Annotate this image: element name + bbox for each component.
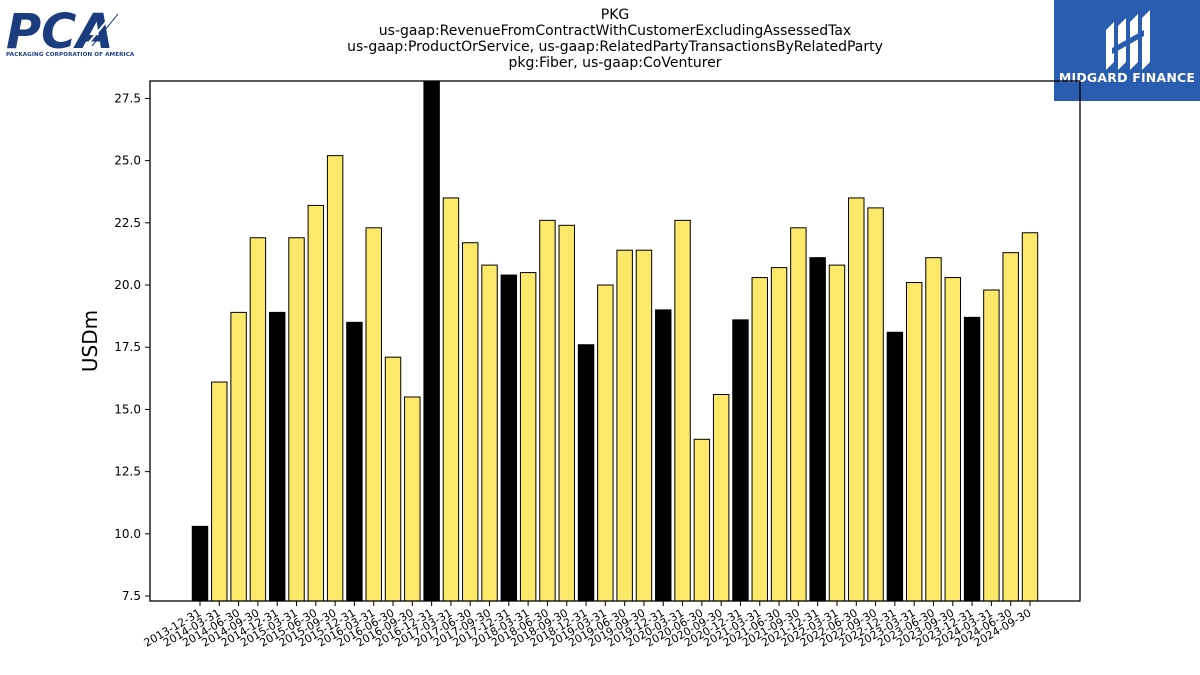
bar-2021-06-30 (770, 267, 788, 602)
y-tick-label: 7.5 (122, 589, 141, 603)
pca-logo-mark: PCA (6, 4, 119, 60)
bar-2024-03-31 (983, 289, 1000, 602)
bar-2019-03-31 (597, 284, 614, 602)
y-tick-label: 25.0 (114, 154, 141, 168)
bar-2020-06-30 (693, 438, 711, 602)
bar-2019-09-30 (635, 249, 653, 602)
bar-2023-03-31 (905, 282, 923, 602)
bar-2016-12-31 (423, 80, 440, 602)
bar-2023-12-31 (963, 316, 981, 602)
chart-title-line: us-gaap:RevenueFromContractWithCustomerE… (378, 23, 852, 39)
bar-2018-06-30 (539, 219, 556, 602)
bar-2019-06-30 (616, 249, 633, 602)
bar-2020-12-31 (732, 319, 749, 602)
bars-group (191, 80, 1039, 602)
y-tick-label: 17.5 (114, 340, 141, 354)
bar-2015-09-30 (326, 155, 344, 602)
bar-2018-09-30 (558, 224, 575, 602)
bar-2017-06-30 (462, 242, 479, 602)
bar-2015-03-31 (288, 237, 305, 602)
bar-2023-09-30 (944, 277, 962, 602)
pca-logo-subtext: PACKAGING CORPORATION OF AMERICA (6, 52, 135, 58)
bar-2017-12-31 (500, 274, 518, 602)
bar-2015-06-30 (307, 204, 325, 602)
bar-2013-12-31 (191, 525, 209, 602)
y-tick-label: 22.5 (114, 216, 141, 230)
y-tick-label: 20.0 (114, 278, 141, 292)
bar-2018-12-31 (577, 344, 595, 602)
bar-2022-09-30 (867, 207, 884, 602)
bar-2022-06-30 (848, 197, 865, 602)
midgard-finance-logo: MIDGARD FINANCE (1054, 0, 1200, 101)
bar-2019-12-31 (655, 309, 672, 602)
chart-title-line: PKG (600, 7, 630, 23)
bar-2016-09-30 (404, 396, 421, 602)
pca-logo: PCA PACKAGING CORPORATION OF AMERICA (6, 4, 135, 62)
y-tick-label: 10.0 (114, 527, 141, 541)
chart-title-line: pkg:Fiber, us-gaap:CoVenturer (508, 55, 722, 71)
bar-2016-03-31 (365, 227, 382, 602)
bar-2024-06-30 (1002, 252, 1019, 602)
bar-2023-06-30 (925, 257, 942, 602)
bar-2018-03-31 (519, 272, 537, 602)
bar-2016-06-30 (384, 356, 402, 602)
pca-logo-text: PCA (6, 6, 114, 52)
plot-frame (149, 80, 1081, 602)
bar-2022-12-31 (886, 331, 904, 602)
bar-2017-09-30 (481, 264, 498, 602)
y-tick-label: 12.5 (114, 465, 141, 479)
bar-2024-09-30 (1021, 232, 1039, 602)
x-axis-ticks: 2013-12-312014-03-312014-06-302014-09-30… (142, 601, 1034, 650)
bar-2021-03-31 (751, 277, 768, 602)
y-tick-label: 15.0 (114, 402, 141, 416)
bar-2014-09-30 (249, 237, 267, 602)
midgard-logo-text: MIDGARD FINANCE (1058, 70, 1196, 85)
chart-title-line: us-gaap:ProductOrService, us-gaap:Relate… (347, 39, 883, 55)
bar-2021-09-30 (790, 227, 807, 602)
bar-2020-03-31 (674, 219, 691, 602)
bar-2014-03-31 (211, 381, 228, 602)
bar-2021-12-31 (809, 257, 826, 602)
midgard-logo-mark (1106, 10, 1150, 70)
bar-2022-03-31 (828, 264, 846, 602)
bar-2020-09-30 (712, 393, 730, 602)
bar-2015-12-31 (346, 321, 363, 602)
chart-title: PKG us-gaap:RevenueFromContractWithCusto… (330, 7, 900, 71)
bar-2017-03-31 (442, 197, 460, 602)
bar-2014-06-30 (230, 311, 247, 602)
y-axis-label: USDm (78, 310, 102, 372)
y-axis-ticks: 7.5 10.0 12.5 15.0 17.5 20.0 22.5 25.0 27.5 (114, 91, 150, 603)
y-tick-label: 27.5 (114, 91, 141, 105)
bar-2014-12-31 (268, 311, 286, 602)
